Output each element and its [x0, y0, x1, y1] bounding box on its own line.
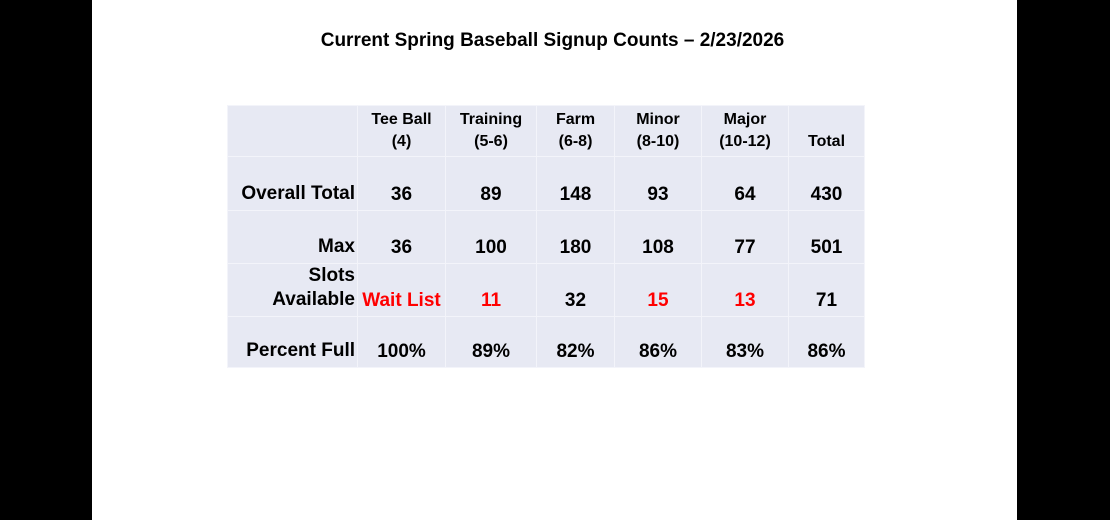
slide: Current Spring Baseball Signup Counts – … [92, 0, 1017, 520]
cell: 71 [788, 263, 865, 317]
cell: 108 [614, 210, 702, 264]
cell: 93 [614, 156, 702, 211]
cell: 11 [445, 263, 537, 317]
row-label: Slots Available [227, 263, 358, 317]
cell: 36 [357, 156, 446, 211]
cell: 83% [701, 316, 789, 368]
column-header: Tee Ball (4) [357, 105, 446, 157]
row-label: Overall Total [227, 156, 358, 211]
cell: 89% [445, 316, 537, 368]
cell: 13 [701, 263, 789, 317]
page-title: Current Spring Baseball Signup Counts – … [320, 30, 785, 51]
column-header: Training (5-6) [445, 105, 537, 157]
cell: 32 [536, 263, 615, 317]
header-blank [227, 105, 358, 157]
cell: 148 [536, 156, 615, 211]
column-header: Total [788, 105, 865, 157]
table-row: Max 36 100 180 108 77 501 [227, 210, 865, 264]
cell: 64 [701, 156, 789, 211]
cell: 77 [701, 210, 789, 264]
cell: 180 [536, 210, 615, 264]
cell: 501 [788, 210, 865, 264]
cell: 430 [788, 156, 865, 211]
table-row: Overall Total 36 89 148 93 64 430 [227, 156, 865, 211]
cell: 86% [788, 316, 865, 368]
signup-table: Tee Ball (4) Training (5-6) Farm (6-8) Mino… [227, 105, 865, 368]
cell: 100 [445, 210, 537, 264]
column-header: Minor (8-10) [614, 105, 702, 157]
cell: 82% [536, 316, 615, 368]
cell: 100% [357, 316, 446, 368]
row-label: Percent Full [227, 316, 358, 368]
cell: 36 [357, 210, 446, 264]
wait-list-cell: Wait List [357, 263, 446, 317]
cell: 89 [445, 156, 537, 211]
row-label: Max [227, 210, 358, 264]
table-row: Percent Full 100% 89% 82% 86% 83% 86% [227, 316, 865, 368]
column-header: Major (10-12) [701, 105, 789, 157]
table-header-row: Tee Ball (4) Training (5-6) Farm (6-8) Mino… [227, 105, 865, 157]
column-header: Farm (6-8) [536, 105, 615, 157]
table-row: Slots Available Wait List 11 32 15 13 71 [227, 263, 865, 317]
cell: 86% [614, 316, 702, 368]
cell: 15 [614, 263, 702, 317]
